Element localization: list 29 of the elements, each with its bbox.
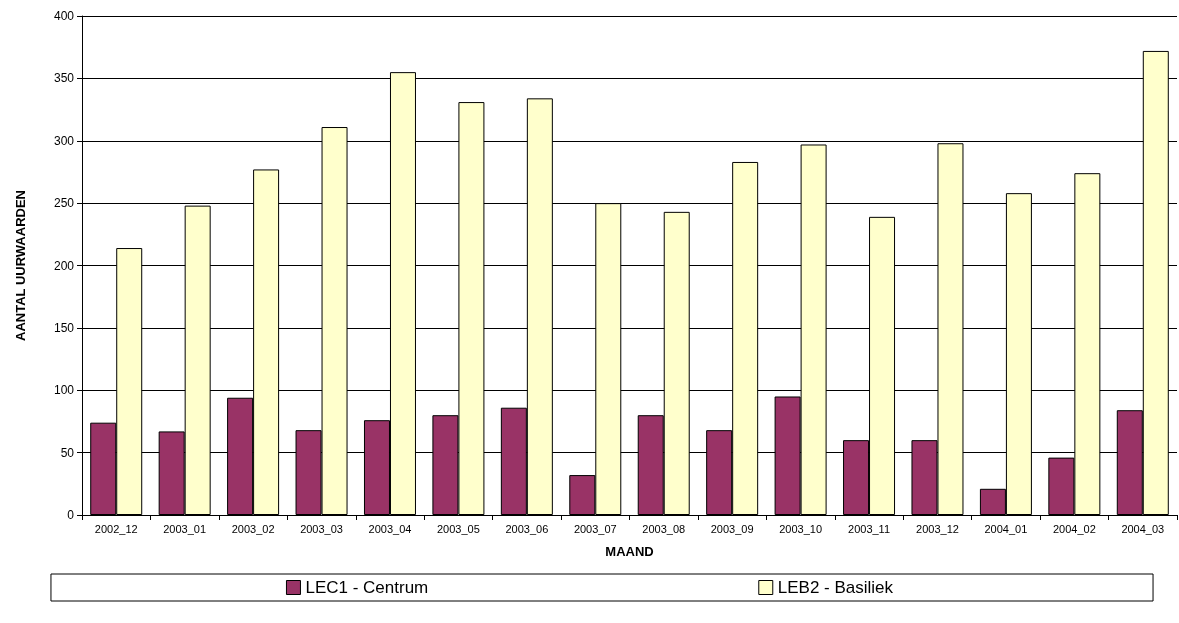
x-tick-label: 2003_12 [916, 522, 959, 535]
x-tick-label: 2004_03 [1121, 522, 1165, 535]
y-tick-label: 400 [53, 9, 75, 23]
x-tick-label: 2003_06 [505, 522, 549, 535]
y-tick-label: 50 [60, 445, 75, 460]
x-tick-label: 2003_02 [231, 522, 275, 535]
x-tick-label: 2003_05 [436, 522, 480, 535]
y-tick-label: 350 [53, 71, 75, 86]
x-tick-label: 2003_09 [710, 522, 754, 535]
y-tick-label: 150 [53, 320, 75, 335]
x-tick-label: 2003_11 [848, 522, 891, 535]
x-tick-label: 2003_03 [300, 522, 343, 535]
legend-label: LEB2 - Basiliek [777, 578, 894, 597]
x-tick-label: 2004_02 [1052, 522, 1096, 535]
y-tick-label: 200 [53, 258, 75, 273]
x-tick-label: 2003_07 [573, 522, 617, 535]
y-tick-label: 300 [53, 133, 75, 148]
legend-label: LEC1 - Centrum [305, 578, 429, 597]
x-tick-label: 2003_08 [642, 522, 686, 535]
x-tick-label: 2002_12 [94, 522, 138, 535]
x-tick-label: 2003_04 [368, 522, 412, 535]
x-tick-label: 2003_10 [779, 522, 823, 535]
y-axis-title: AANTAL UURWAARDEN [13, 190, 28, 341]
y-tick-label: 0 [67, 508, 75, 522]
x-tick-label: 2003_01 [163, 522, 207, 535]
x-axis-title: MAAND [605, 544, 654, 559]
y-tick-label: 100 [53, 383, 75, 398]
x-tick-label: 2004_01 [984, 522, 1028, 535]
y-tick-label: 250 [53, 196, 75, 211]
